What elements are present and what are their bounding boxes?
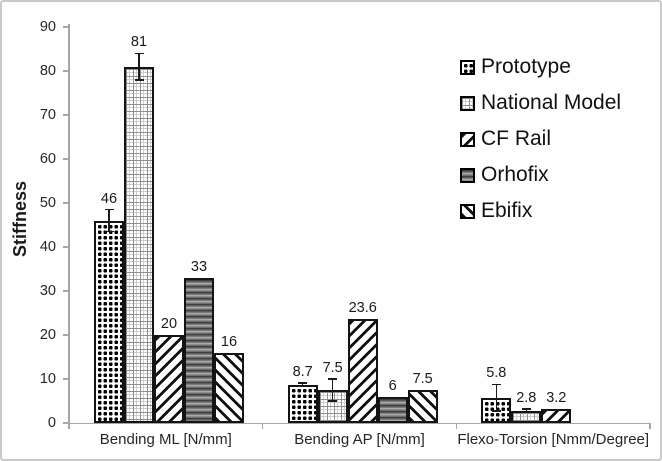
category-label-bending-ap-n-mm-: Bending AP [N/mm]	[294, 431, 425, 448]
legend-swatch-dotted-icon	[460, 59, 475, 75]
error-bar-cap	[104, 208, 114, 211]
bar-prototype-0	[94, 220, 124, 423]
y-axis-tick	[63, 290, 69, 292]
legend-item-cf-rail: CF Rail	[460, 126, 621, 152]
error-bar-cap	[298, 382, 308, 384]
y-tick-label: 10	[39, 371, 56, 387]
error-bar-cap	[328, 378, 338, 380]
error-bar-cap	[134, 52, 144, 55]
legend-label: CF Rail	[481, 127, 552, 150]
y-axis-tick	[63, 70, 69, 72]
y-tick-label: 30	[39, 283, 56, 299]
y-axis-tick	[63, 378, 69, 380]
legend-swatch-diagonal-up-icon	[460, 131, 475, 147]
bar-orhofix-0	[184, 277, 214, 423]
error-bar-cap	[491, 410, 501, 412]
x-axis-tick	[455, 423, 457, 429]
x-axis-line	[68, 422, 651, 424]
bar-cf-rail-2	[541, 408, 572, 423]
y-axis-line	[68, 24, 70, 424]
value-label-prototype-0: 46	[100, 190, 118, 207]
legend-label: National Model	[481, 91, 622, 114]
x-axis-tick	[68, 423, 70, 429]
error-bar-cap	[328, 400, 338, 402]
legend-swatch-gray-horizontal-stripes-icon	[460, 167, 475, 183]
y-tick-label: 50	[39, 195, 56, 211]
value-label-prototype-1: 8.7	[292, 364, 313, 380]
y-tick-label: 0	[47, 415, 56, 431]
legend-swatch-diagonal-down-icon	[460, 203, 475, 219]
y-tick-label: 70	[39, 107, 56, 123]
value-label-national-model-2: 2.8	[516, 389, 537, 406]
error-bar-national-model-2	[525, 408, 528, 413]
error-bar-cap	[491, 383, 501, 386]
error-bar-cap	[521, 408, 531, 410]
y-axis-title: Stiffness	[10, 180, 30, 258]
value-label-national-model-1: 7.5	[322, 360, 343, 376]
category-label-flexo-torsion-nmm-degree-: Flexo-Torsion [Nmm/Degree]	[457, 431, 650, 448]
bar-cf-rail-0	[154, 335, 184, 423]
y-axis-tick	[63, 202, 69, 204]
value-label-orhofix-1: 6	[388, 377, 397, 394]
bar-ebifix-0	[214, 352, 244, 423]
legend-label: Prototype	[481, 55, 571, 78]
error-bar-prototype-1	[301, 383, 304, 387]
y-axis-tick	[63, 158, 69, 160]
bar-cf-rail-1	[347, 319, 378, 423]
value-label-ebifix-0: 16	[220, 333, 238, 350]
error-bar-prototype-0	[108, 209, 110, 232]
legend-item-national-model: National Model	[460, 90, 621, 116]
bar-orhofix-1	[377, 396, 408, 423]
error-bar-cap	[298, 385, 308, 388]
category-label-bending-ml-n-mm-: Bending ML [N/mm]	[99, 431, 232, 448]
y-axis-tick	[63, 334, 69, 336]
error-bar-national-model-1	[331, 379, 334, 401]
y-axis-tick	[63, 26, 69, 28]
value-label-cf-rail-2: 3.2	[546, 389, 567, 406]
y-tick-label: 60	[39, 151, 56, 167]
y-axis-tick	[63, 114, 69, 116]
value-label-cf-rail-0: 20	[160, 316, 178, 332]
error-bar-national-model-0	[138, 53, 140, 80]
legend-label: Ebifix	[481, 199, 533, 222]
legend-item-prototype: Prototype	[460, 54, 621, 80]
x-axis-tick	[649, 423, 651, 429]
value-label-cf-rail-1: 23.6	[348, 300, 377, 317]
y-axis-tick	[63, 422, 69, 424]
legend-swatch-grid-icon	[460, 95, 475, 111]
y-tick-label: 80	[39, 63, 56, 79]
bar-prototype-1	[287, 384, 318, 423]
bar-ebifix-1	[407, 390, 438, 423]
error-bar-cap	[104, 230, 114, 233]
value-label-national-model-0: 81	[130, 34, 148, 51]
legend: Prototype National Model CF Rail Orhofix Ebi…	[460, 54, 621, 234]
y-axis-tick	[63, 246, 69, 248]
value-label-ebifix-1: 7.5	[412, 371, 433, 387]
legend-item-ebifix: Ebifix	[460, 198, 621, 224]
legend-label: Orhofix	[481, 163, 549, 186]
x-axis-tick	[262, 423, 264, 429]
value-label-prototype-2: 5.8	[486, 365, 507, 382]
y-tick-label: 20	[39, 327, 56, 343]
y-tick-label: 40	[39, 239, 56, 255]
error-bar-cap	[134, 79, 144, 81]
legend-item-orhofix: Orhofix	[460, 162, 621, 188]
bar-national-model-0	[124, 66, 154, 423]
value-label-orhofix-0: 33	[190, 258, 208, 275]
y-tick-label: 90	[39, 19, 56, 35]
error-bar-cap	[521, 411, 531, 414]
error-bar-prototype-2	[495, 384, 498, 411]
